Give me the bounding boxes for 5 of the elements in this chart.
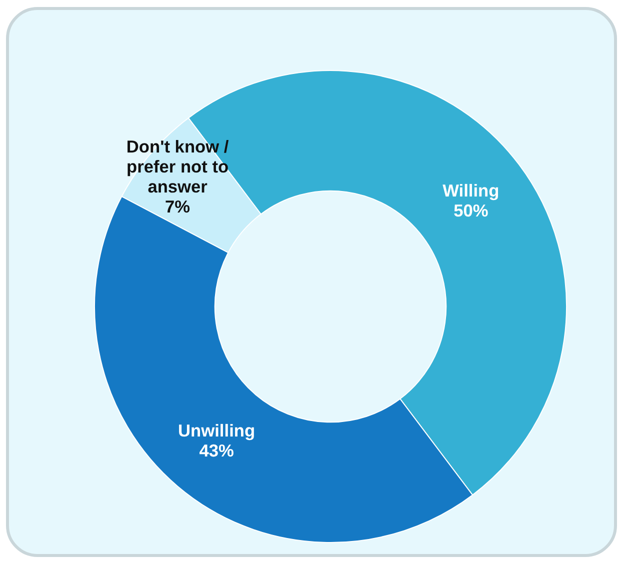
data-label: 50% — [454, 200, 488, 221]
data-label: 7% — [165, 196, 190, 216]
slice-label: Willing — [442, 180, 500, 201]
slice-label: Unwilling — [178, 420, 256, 440]
data-label: 43% — [199, 440, 234, 460]
